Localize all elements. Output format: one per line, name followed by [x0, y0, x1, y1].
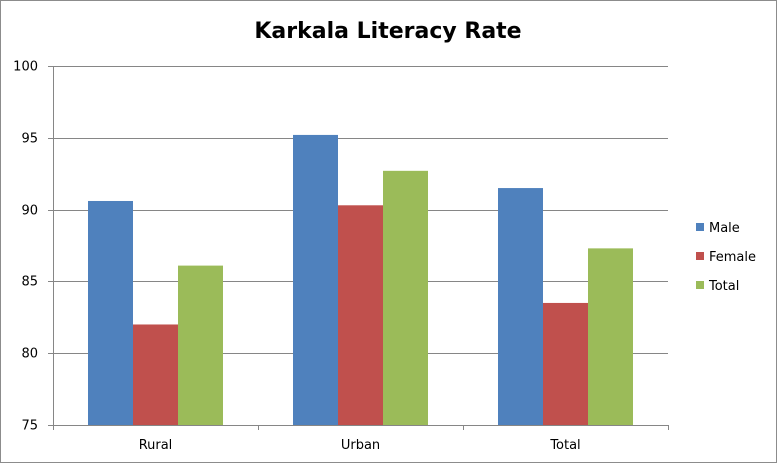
legend-label-female: Female — [709, 250, 756, 265]
axes — [53, 66, 668, 426]
y-tick-label: 80 — [21, 347, 38, 362]
x-tick-label: Rural — [139, 438, 173, 453]
bar-male-total — [498, 188, 543, 425]
legend-label-male: Male — [709, 221, 740, 236]
bar-total-urban — [383, 170, 428, 425]
y-tick-label: 100 — [13, 60, 38, 75]
bar-total-total — [588, 248, 633, 425]
legend-swatch-total — [696, 281, 704, 289]
x-tick-label: Total — [549, 438, 580, 453]
y-tick-label: 85 — [21, 275, 38, 290]
bar-male-rural — [88, 200, 133, 425]
x-axis-ticks: Rural Urban Total — [53, 425, 669, 453]
y-axis-ticks: 75 80 85 90 95 100 — [13, 60, 53, 434]
bar-female-total — [543, 302, 588, 425]
x-tick-label: Urban — [341, 438, 380, 453]
legend-label-total: Total — [708, 279, 739, 294]
chart-title: Karkala Literacy Rate — [254, 19, 521, 44]
bar-total-rural — [178, 265, 223, 425]
legend-swatch-female — [696, 252, 704, 260]
bar-female-rural — [133, 324, 178, 425]
y-tick-label: 95 — [21, 132, 38, 147]
bar-female-urban — [338, 205, 383, 425]
legend-swatch-male — [696, 223, 704, 231]
y-tick-label: 90 — [21, 204, 38, 219]
legend: Male Female Total — [696, 221, 756, 294]
bar-male-urban — [293, 134, 338, 426]
bars — [88, 134, 633, 426]
y-tick-label: 75 — [21, 419, 38, 434]
